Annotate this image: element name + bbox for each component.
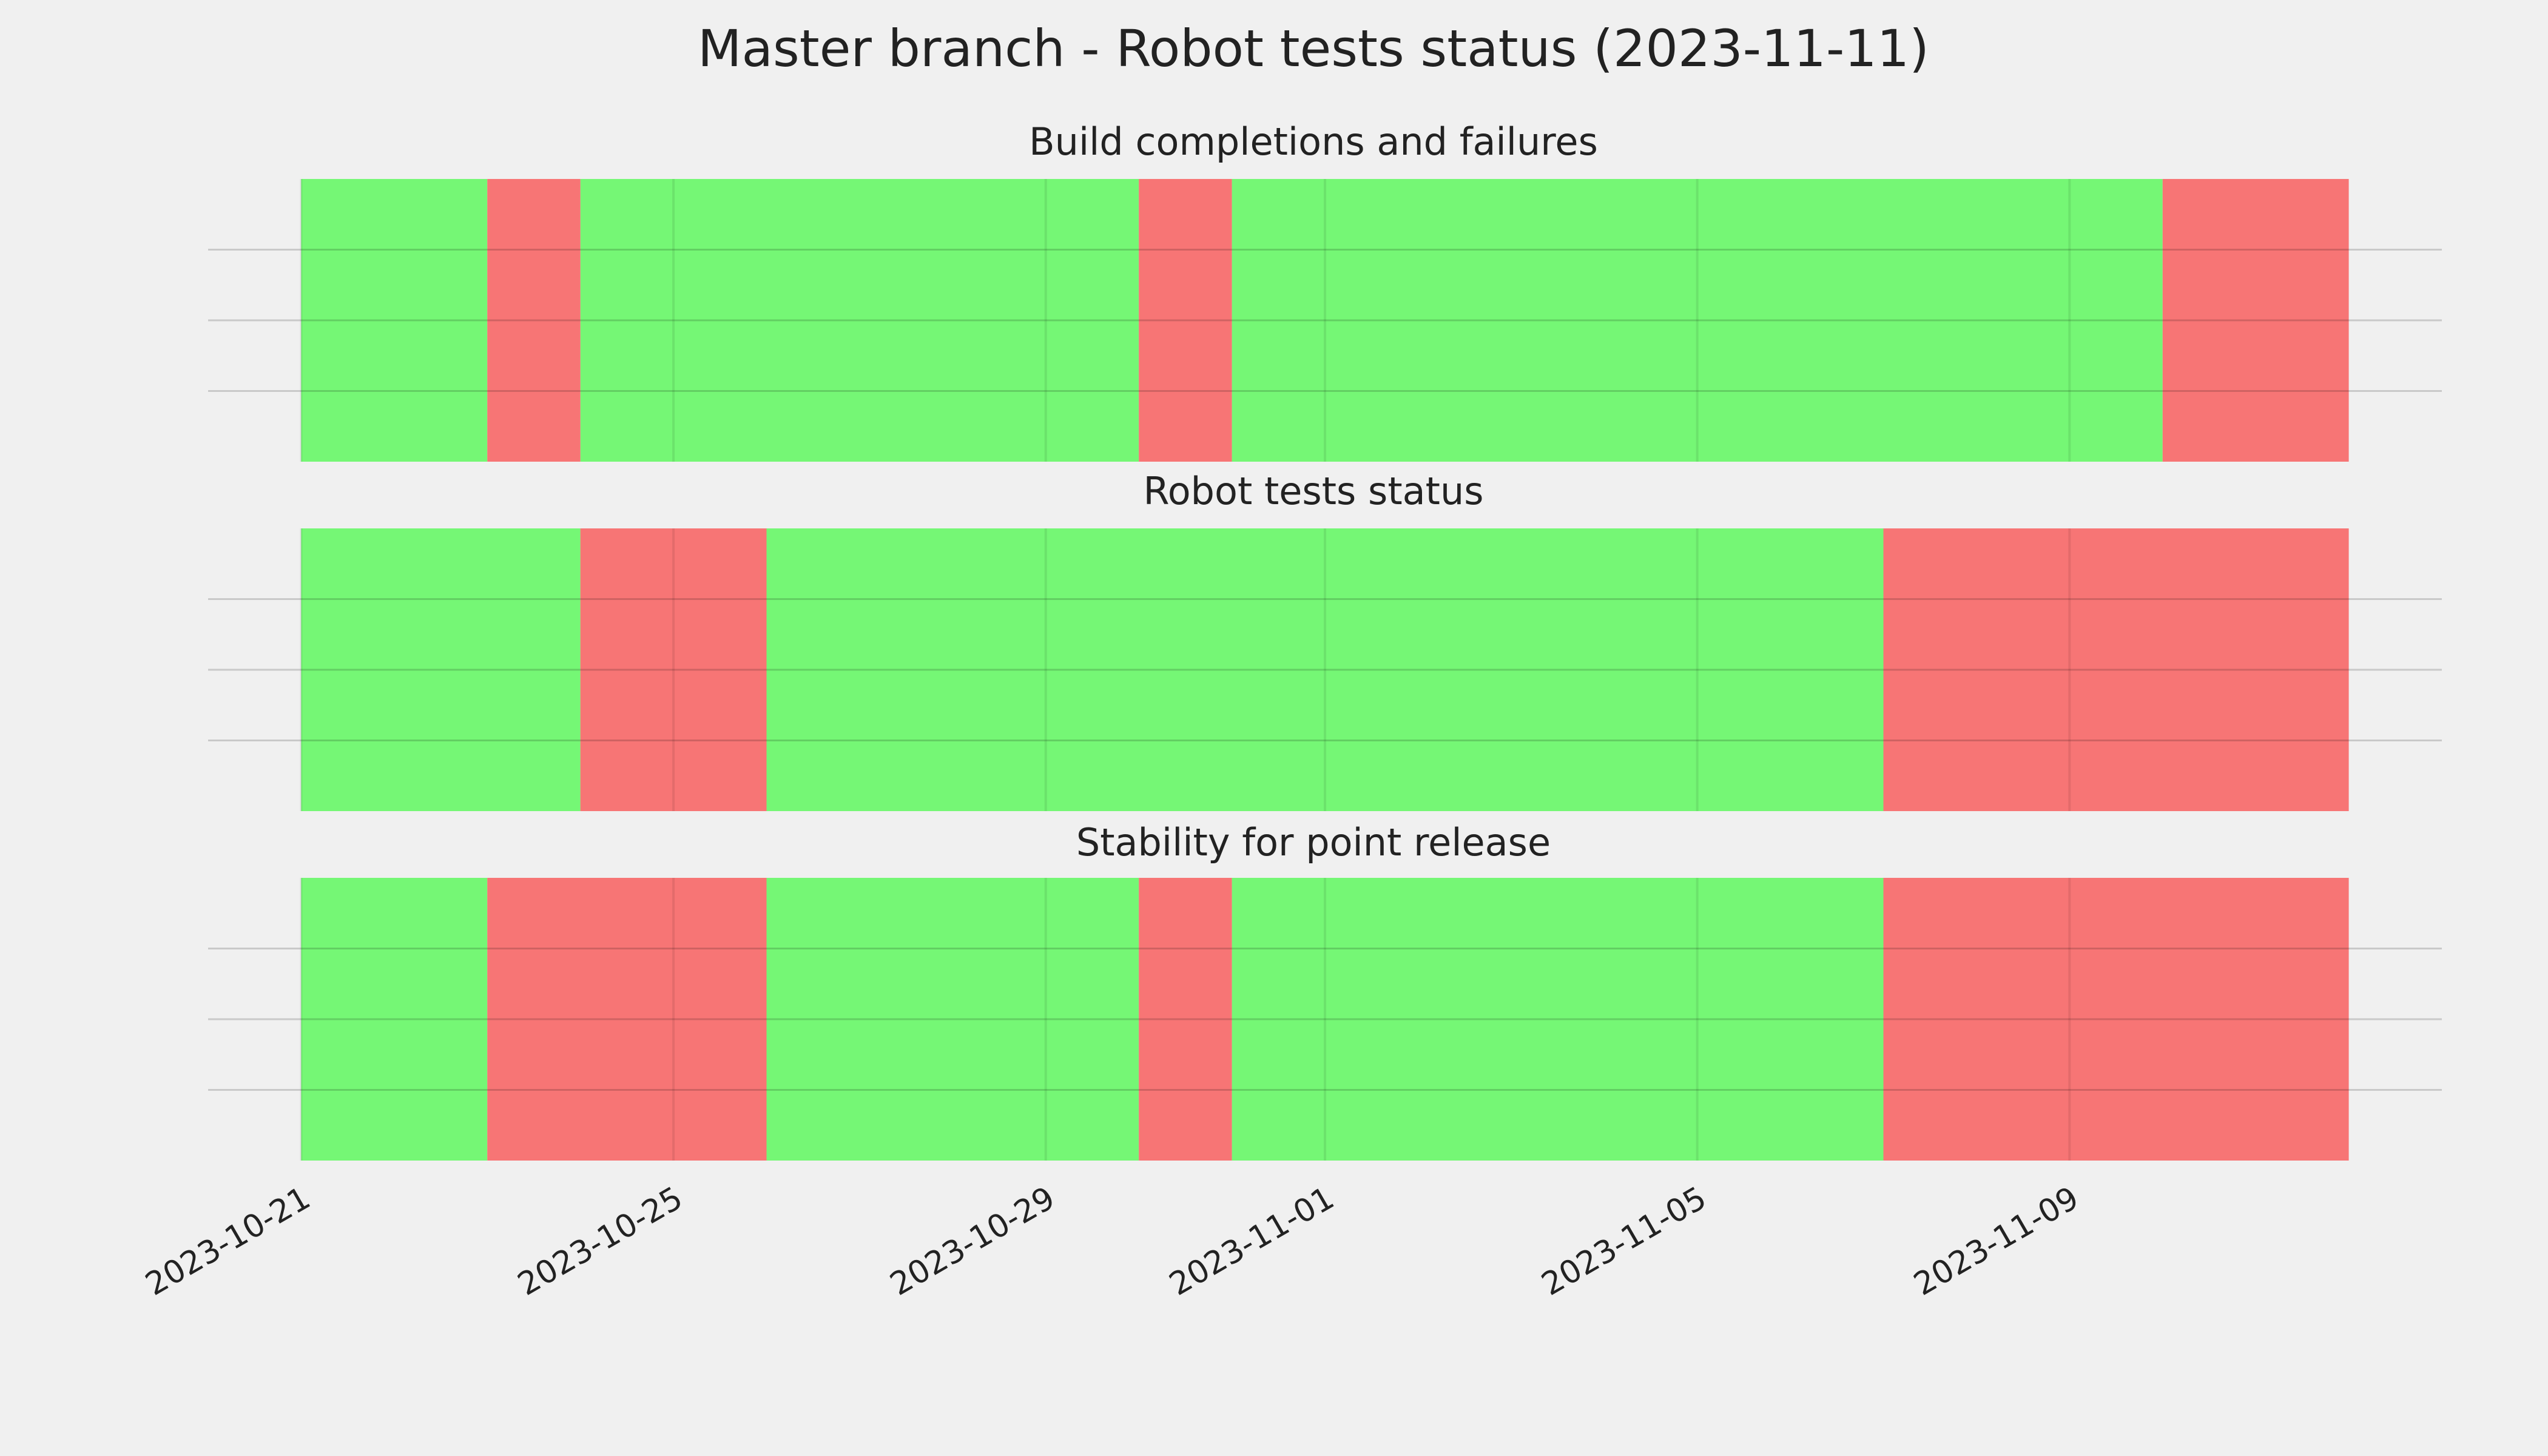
status-span <box>301 878 488 1161</box>
chart-title: Master branch - Robot tests status (2023… <box>698 19 1929 78</box>
panel-title: Stability for point release <box>1076 820 1551 864</box>
status-span <box>580 179 1139 462</box>
panel-title: Build completions and failures <box>1029 120 1598 164</box>
status-span <box>1232 878 1884 1161</box>
status-span <box>766 878 1139 1161</box>
status-span <box>1883 528 2349 811</box>
status-span <box>301 528 581 811</box>
panel-title: Robot tests status <box>1143 469 1483 513</box>
status-span <box>487 878 767 1161</box>
status-span <box>1883 878 2349 1161</box>
status-span <box>301 179 488 462</box>
status-span <box>580 528 767 811</box>
status-span <box>487 179 581 462</box>
status-span <box>1232 179 2163 462</box>
status-span <box>2162 179 2349 462</box>
status-span <box>1139 878 1232 1161</box>
status-span <box>766 528 1884 811</box>
status-span <box>1139 179 1232 462</box>
